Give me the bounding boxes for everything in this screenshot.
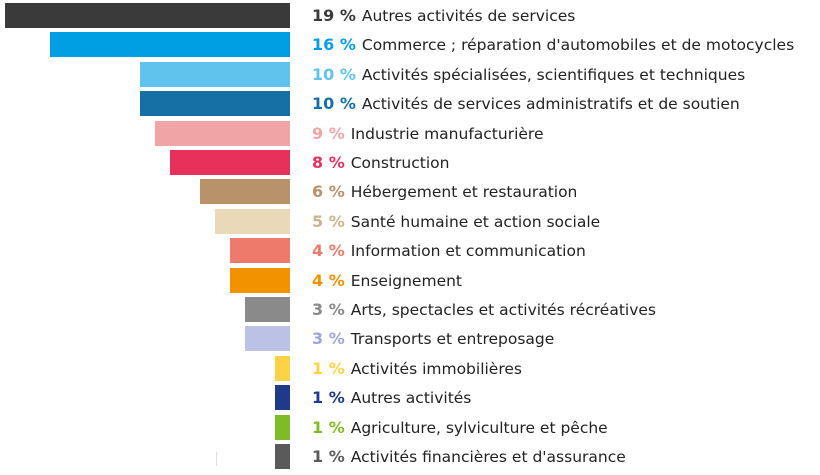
bar-label: 16 % Commerce ; réparation d'automobiles … [312,32,794,57]
bar-row: 4 % Enseignement [0,267,820,297]
bar [140,61,290,87]
bar-label: 10 % Activités de services administratifs… [312,91,740,116]
bar [50,32,290,58]
category-label: Activités de services administratifs et … [361,95,740,114]
bar-row: 10 % Activités de services administratifs… [0,91,820,120]
bar-row: 1 % Activités financières et d'assurance [0,444,820,473]
bar-row: 1 % Autres activités [0,385,820,414]
category-label: Commerce ; réparation d'automobiles et d… [361,36,795,55]
value-label: 1 % [312,447,345,466]
bar-label: 19 % Autres activités de services [312,3,575,28]
bar-label: 3 % Arts, spectacles et activités récréat… [312,297,656,322]
value-label: 3 % [312,300,345,319]
category-label: Construction [350,154,450,172]
bar-row: 5 % Santé humaine et action sociale [0,208,820,238]
value-label: 5 % [312,211,345,231]
bar [5,3,290,28]
value-label: 3 % [312,329,345,349]
category-label: Santé humaine et action sociale [350,212,601,231]
bar-label: 9 % Industrie manufacturière [312,121,544,146]
bar-row: 6 % Hébergement et restauration [0,179,820,208]
value-label: 10 % [312,64,356,84]
bar-row: 10 % Activités spécialisées, scientifique… [0,61,820,91]
category-label: Autres activités de services [361,7,576,25]
bar-label: 5 % Santé humaine et action sociale [312,209,600,234]
bar-label: 1 % Activités immobilières [312,356,522,381]
bar [275,414,290,440]
value-label: 1 % [312,388,345,408]
bar-row: 1 % Activités immobilières [0,355,820,385]
bar-label: 10 % Activités spécialisées, scientifique… [312,62,745,87]
bar-label: 8 % Construction [312,150,449,175]
value-label: 8 % [312,153,345,172]
value-label: 19 % [312,6,356,25]
bar [230,267,290,293]
bar-row: 1 % Agriculture, sylviculture et pêche [0,414,820,444]
category-label: Transports et entreposage [350,330,555,349]
value-label: 9 % [312,123,345,143]
category-label: Activités spécialisées, scientifiques et… [361,65,746,84]
bar-label: 6 % Hébergement et restauration [312,179,577,204]
category-label: Activités immobilières [350,359,522,378]
value-label: 1 % [312,358,345,378]
value-label: 4 % [312,241,345,261]
bar [245,326,290,352]
bar-label: 1 % Autres activités [312,385,471,410]
bar-row: 4 % Information et communication [0,238,820,267]
bar-label: 1 % Agriculture, sylviculture et pêche [312,415,608,440]
category-label: Industrie manufacturière [350,124,544,143]
bar [275,355,290,381]
bar-row: 19 % Autres activités de services [0,3,820,32]
bar [275,385,290,411]
value-label: 16 % [312,35,356,55]
bar-label: 4 % Enseignement [312,268,462,293]
bar [200,179,290,205]
bar-row: 8 % Construction [0,150,820,179]
bar [170,150,290,175]
category-label: Agriculture, sylviculture et pêche [350,418,608,437]
category-label: Arts, spectacles et activités récréative… [350,301,656,319]
value-label: 10 % [312,94,356,114]
bar-row: 3 % Transports et entreposage [0,326,820,355]
bar [230,238,290,264]
bar [245,297,290,322]
category-label: Enseignement [350,271,463,290]
bar [275,444,290,469]
axis-tick [216,452,217,466]
bar [155,120,290,146]
category-label: Autres activités [350,389,472,408]
category-label: Information et communication [350,242,586,261]
value-label: 1 % [312,417,345,437]
value-label: 4 % [312,270,345,290]
bar-row: 16 % Commerce ; réparation d'automobiles … [0,32,820,61]
bar [215,208,290,234]
bar-label: 3 % Transports et entreposage [312,326,554,351]
bar [140,91,290,117]
bar-label: 4 % Information et communication [312,238,586,263]
bar-row: 9 % Industrie manufacturière [0,120,820,150]
value-label: 6 % [312,182,345,202]
category-label: Hébergement et restauration [350,183,578,202]
category-label: Activités financières et d'assurance [350,448,626,466]
bar-label: 1 % Activités financières et d'assurance [312,444,626,469]
bar-row: 3 % Arts, spectacles et activités récréat… [0,297,820,326]
